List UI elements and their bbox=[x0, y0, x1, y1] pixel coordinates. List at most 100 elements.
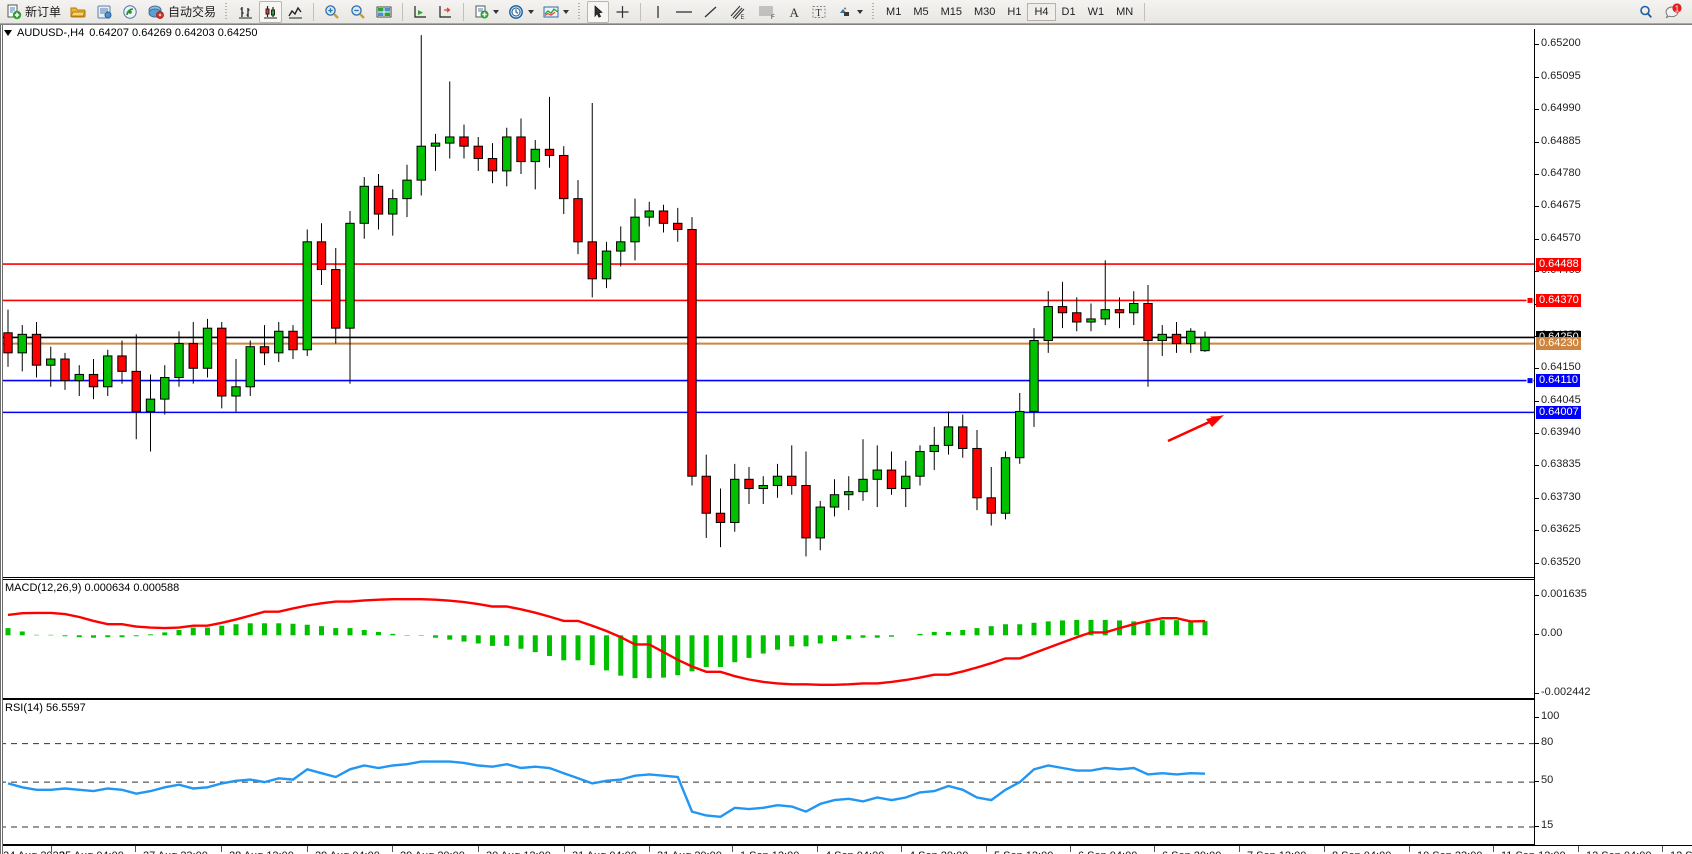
trendline-button[interactable] bbox=[699, 1, 723, 23]
main-toolbar: 新订单 bbox=[0, 0, 1692, 24]
price-tick-label: 0.64045 bbox=[1541, 393, 1581, 406]
time-axis-tick bbox=[986, 846, 987, 852]
timeframe-m1[interactable]: M1 bbox=[886, 5, 902, 18]
time-axis-tick bbox=[1493, 846, 1494, 852]
toolbar-separator bbox=[576, 2, 584, 21]
support-line-1-tag[interactable]: 0.64110 bbox=[1536, 374, 1580, 388]
macd-pane[interactable]: MACD(12,26,9) 0.000634 0.000588 bbox=[0, 579, 1534, 699]
label-icon: T bbox=[812, 5, 826, 19]
toolbar-separator bbox=[640, 2, 642, 21]
alert-count-text: 1 bbox=[1675, 4, 1680, 13]
bar-chart-button[interactable] bbox=[234, 1, 257, 23]
timeframe-w1[interactable]: W1 bbox=[1087, 5, 1105, 18]
chevron-down-icon[interactable] bbox=[563, 9, 570, 14]
hline-icon bbox=[676, 10, 693, 13]
time-axis-label: 5 Sep 12:00 bbox=[994, 850, 1053, 854]
zoom-in-button[interactable] bbox=[320, 1, 344, 23]
autotrading-button[interactable]: 自动交易 bbox=[144, 1, 219, 23]
grid-button[interactable] bbox=[372, 1, 396, 23]
timeframe-m5[interactable]: M5 bbox=[913, 5, 929, 18]
horizontal-line-button[interactable] bbox=[671, 1, 697, 23]
equidistant-channel-button[interactable]: E bbox=[725, 1, 751, 23]
price-tick: 0.63730 bbox=[1535, 491, 1692, 503]
time-scale[interactable]: 24 Aug 202325 Aug 04:00 27 Aug 23:00 28 Au… bbox=[0, 845, 1692, 854]
indicators-button[interactable] bbox=[470, 1, 502, 23]
zoom-in-icon bbox=[325, 4, 339, 19]
macd-tick-label: -0.002442 bbox=[1541, 686, 1591, 698]
timeframe-d1[interactable]: D1 bbox=[1061, 5, 1076, 18]
line-chart-button[interactable] bbox=[284, 1, 307, 23]
support-line-2-tag[interactable]: 0.64007 bbox=[1536, 405, 1581, 419]
chart-left-edge bbox=[0, 25, 3, 854]
time-axis-label: 31 Aug 04:00 bbox=[572, 850, 637, 854]
resistance-line-2-tag[interactable]: 0.64370 bbox=[1536, 293, 1581, 307]
timeframe-h1[interactable]: H1 bbox=[1007, 5, 1022, 18]
svg-text:T: T bbox=[816, 8, 822, 19]
toolbar-separator bbox=[402, 2, 404, 21]
shapes-button[interactable] bbox=[833, 1, 866, 23]
price-tick-label: 0.63940 bbox=[1541, 426, 1581, 439]
autoscroll-button[interactable] bbox=[434, 1, 457, 23]
price-tick: 0.64675 bbox=[1535, 199, 1692, 211]
timeframe-m15[interactable]: M15 bbox=[940, 5, 962, 18]
price-tick: 0.64465 bbox=[1535, 264, 1692, 276]
rsi-pane[interactable]: RSI(14) 56.5597 bbox=[0, 699, 1534, 845]
time-axis-label: 29 Aug 04:00 bbox=[315, 850, 380, 854]
price-scale[interactable]: 0.65200 0.65095 0.64990 0.64885 0.64780 0.646… bbox=[1534, 29, 1692, 845]
collapse-triangle-icon[interactable] bbox=[4, 30, 12, 36]
signals-icon bbox=[123, 4, 137, 19]
new-order-button[interactable]: 新订单 bbox=[3, 1, 64, 23]
signals-button[interactable] bbox=[118, 1, 142, 23]
rsi-tick-label: 100 bbox=[1541, 710, 1560, 722]
publish-button[interactable] bbox=[92, 1, 116, 23]
period-button[interactable] bbox=[504, 1, 537, 23]
bar-chart-icon bbox=[239, 6, 253, 18]
rsi-tick-label: 80 bbox=[1541, 735, 1554, 748]
price-tick-label: 0.63835 bbox=[1541, 458, 1581, 471]
label-button[interactable]: T bbox=[807, 1, 831, 23]
crosshair-icon bbox=[616, 5, 629, 18]
timeframe-mn[interactable]: MN bbox=[1116, 5, 1134, 18]
price-tick: 0.64570 bbox=[1535, 232, 1692, 244]
svg-text:A: A bbox=[790, 5, 800, 20]
candlestick-chart-button[interactable] bbox=[259, 0, 283, 23]
vertical-line-button[interactable] bbox=[647, 1, 669, 23]
rsi-plot bbox=[0, 743, 1534, 828]
chevron-down-icon[interactable] bbox=[857, 9, 864, 14]
alerts-button[interactable]: 1 bbox=[1660, 1, 1686, 23]
chart-symbol-label: AUDUSD-,H4 bbox=[17, 27, 85, 39]
time-axis-tick bbox=[1578, 846, 1579, 852]
resistance-line-1-tag[interactable]: 0.64488 bbox=[1536, 257, 1581, 271]
timeframe-m30[interactable]: M30 bbox=[974, 5, 996, 18]
price-tick: 0.65095 bbox=[1535, 70, 1692, 82]
price-pane[interactable] bbox=[0, 29, 1534, 578]
timeframe-h4[interactable]: H4 bbox=[1027, 2, 1056, 21]
rsi-label: RSI(14) 56.5597 bbox=[5, 702, 86, 714]
grid-icon bbox=[376, 6, 392, 17]
text-button[interactable]: A bbox=[783, 1, 805, 23]
price-tick-label: 0.64570 bbox=[1541, 231, 1581, 244]
crosshair-button[interactable] bbox=[611, 1, 634, 23]
zoom-out-button[interactable] bbox=[346, 1, 370, 23]
chart-window[interactable]: AUDUSD-,H4 0.64207 0.64269 0.64203 0.642… bbox=[0, 24, 1692, 854]
rsi-tick: 80 bbox=[1535, 736, 1692, 748]
rsi-tick-label: 15 bbox=[1541, 819, 1554, 832]
fibonacci-button[interactable]: F bbox=[753, 1, 781, 23]
search-button[interactable] bbox=[1634, 1, 1658, 23]
templates-icon bbox=[543, 6, 559, 17]
time-axis-label: 6 Sep 20:00 bbox=[1162, 850, 1221, 854]
time-axis-label: 8 Sep 04:00 bbox=[1332, 850, 1391, 854]
mid-line-tag[interactable]: 0.64230 bbox=[1536, 337, 1581, 351]
time-axis-tick bbox=[1409, 846, 1410, 852]
folder-button[interactable] bbox=[66, 1, 90, 23]
cursor-button[interactable] bbox=[587, 0, 610, 23]
price-tick-label: 0.63730 bbox=[1541, 490, 1581, 503]
chevron-down-icon[interactable] bbox=[493, 9, 500, 14]
time-axis-label: 6 Sep 04:00 bbox=[1078, 850, 1137, 854]
templates-button[interactable] bbox=[539, 1, 572, 23]
time-axis-tick bbox=[392, 846, 393, 852]
macd-plot bbox=[5, 598, 1208, 686]
chevron-down-icon[interactable] bbox=[528, 9, 535, 14]
time-axis-label: 11 Sep 12:00 bbox=[1501, 850, 1566, 854]
chart-shift-button[interactable] bbox=[409, 1, 432, 23]
